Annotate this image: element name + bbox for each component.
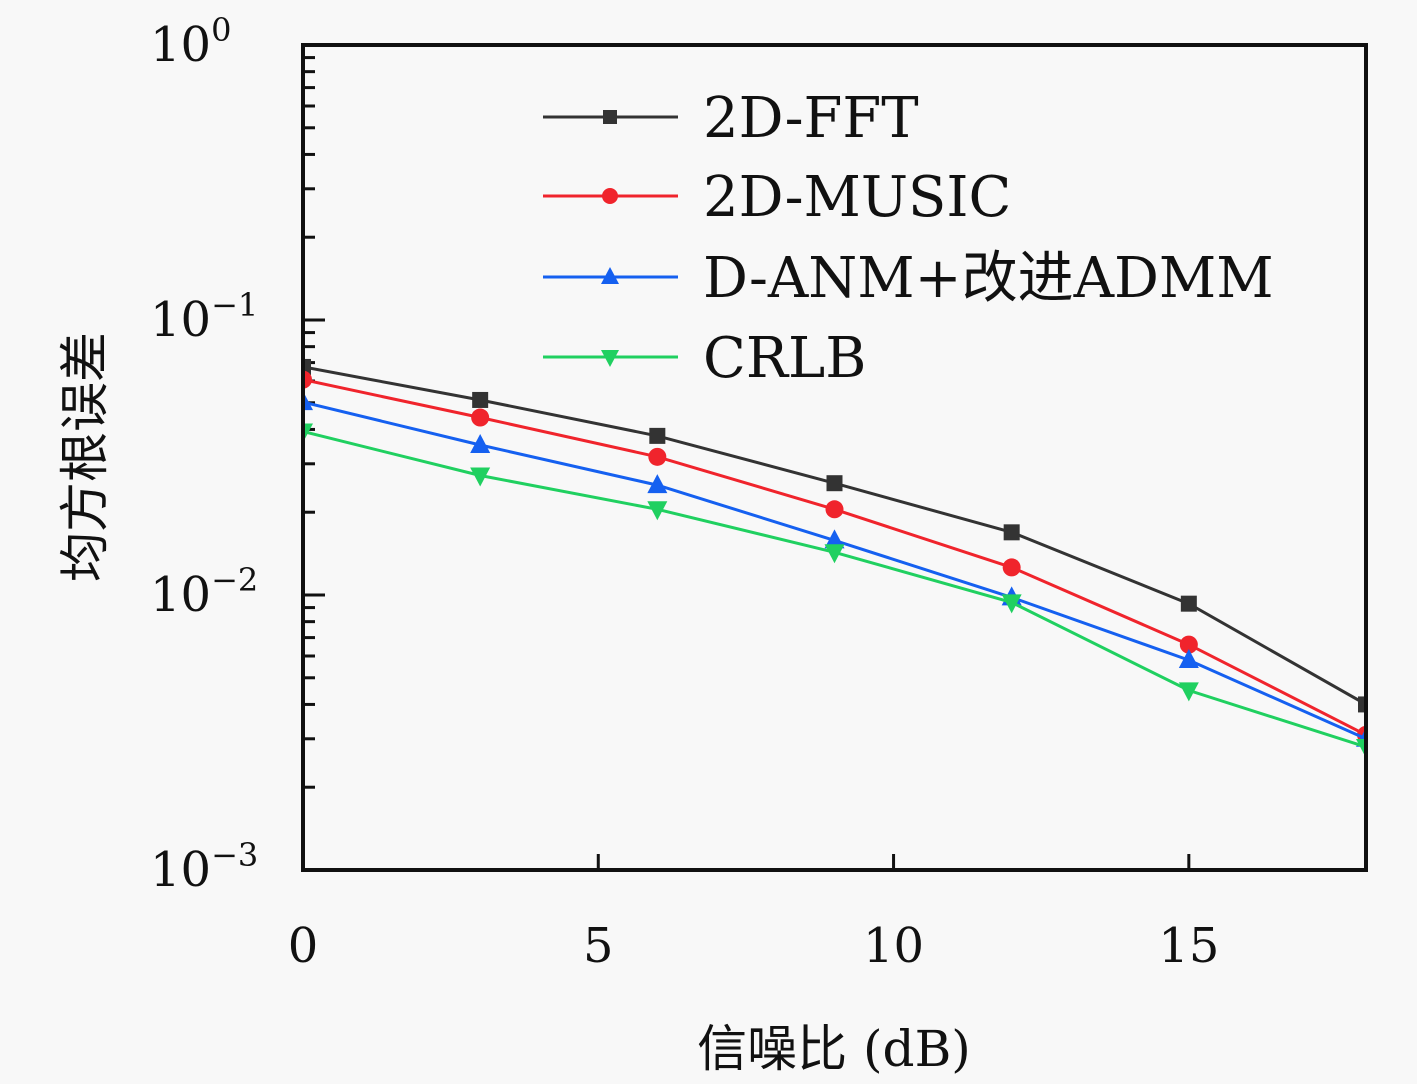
x-tick-label: 10 [863,918,924,974]
legend-item: 2D-MUSIC [543,165,1011,230]
triangle-down-marker [1178,682,1199,702]
series-2D-FFT [303,358,1366,713]
x-axis-label: 信噪比 (dB) [697,1020,971,1078]
y-tick-labels: 100 10−1 10−2 10−3 [150,11,258,898]
x-tick-label: 0 [288,918,319,974]
triangle-down-marker [1356,739,1366,759]
legend-label: 2D-MUSIC [703,165,1011,230]
square-marker [1003,524,1020,541]
triangle-up-marker [470,434,491,454]
triangle-up-marker [601,267,619,284]
x-tick-label: 15 [1158,918,1219,974]
square-marker [1180,595,1197,612]
legend-item: D-ANM+改进ADMM [543,246,1274,311]
y-tick-label: 100 [150,11,231,73]
square-marker [649,427,666,444]
legend-item: 2D-FFT [543,86,919,151]
square-marker [1358,696,1366,713]
square-marker [826,475,843,492]
legend-item: CRLB [543,326,866,391]
circle-marker [1002,558,1021,577]
triangle-down-marker [824,544,845,564]
triangle-down-marker [1001,594,1022,614]
series-D-ANM+改进ADMM [303,391,1366,747]
square-marker [603,110,617,124]
y-tick-label: 10−3 [150,836,258,898]
triangle-up-marker [647,474,668,494]
y-tick-label: 10−2 [150,561,258,623]
series-2D-MUSIC [303,370,1366,744]
triangle-up-marker [824,529,845,549]
y-axis-label: 均方根误差 [56,332,114,582]
circle-marker [1179,635,1198,654]
circle-marker [303,370,312,389]
square-marker [472,391,489,408]
circle-marker [825,500,844,519]
plot-frame [301,43,1368,872]
legend: 2D-FFT 2D-MUSIC D-ANM+改进ADMM CRLB [543,86,1274,391]
triangle-down-marker [647,501,668,521]
square-marker [303,358,311,375]
x-tick-label: 5 [583,918,614,974]
y-tick-label: 10−1 [150,286,258,348]
circle-marker [602,188,618,204]
triangle-down-marker [601,350,619,367]
triangle-up-marker [303,391,313,411]
series-CRLB [303,423,1366,759]
legend-label: 2D-FFT [703,86,919,151]
circle-marker [471,408,490,427]
legend-label: D-ANM+改进ADMM [703,246,1274,311]
triangle-up-marker [1178,649,1199,669]
triangle-down-marker [303,423,313,443]
x-tick-labels: 0 5 10 15 [288,918,1220,974]
legend-label: CRLB [703,326,866,391]
triangle-down-marker [470,467,491,487]
series-layer [303,358,1366,759]
series-line [303,400,1366,741]
circle-marker [648,447,667,466]
